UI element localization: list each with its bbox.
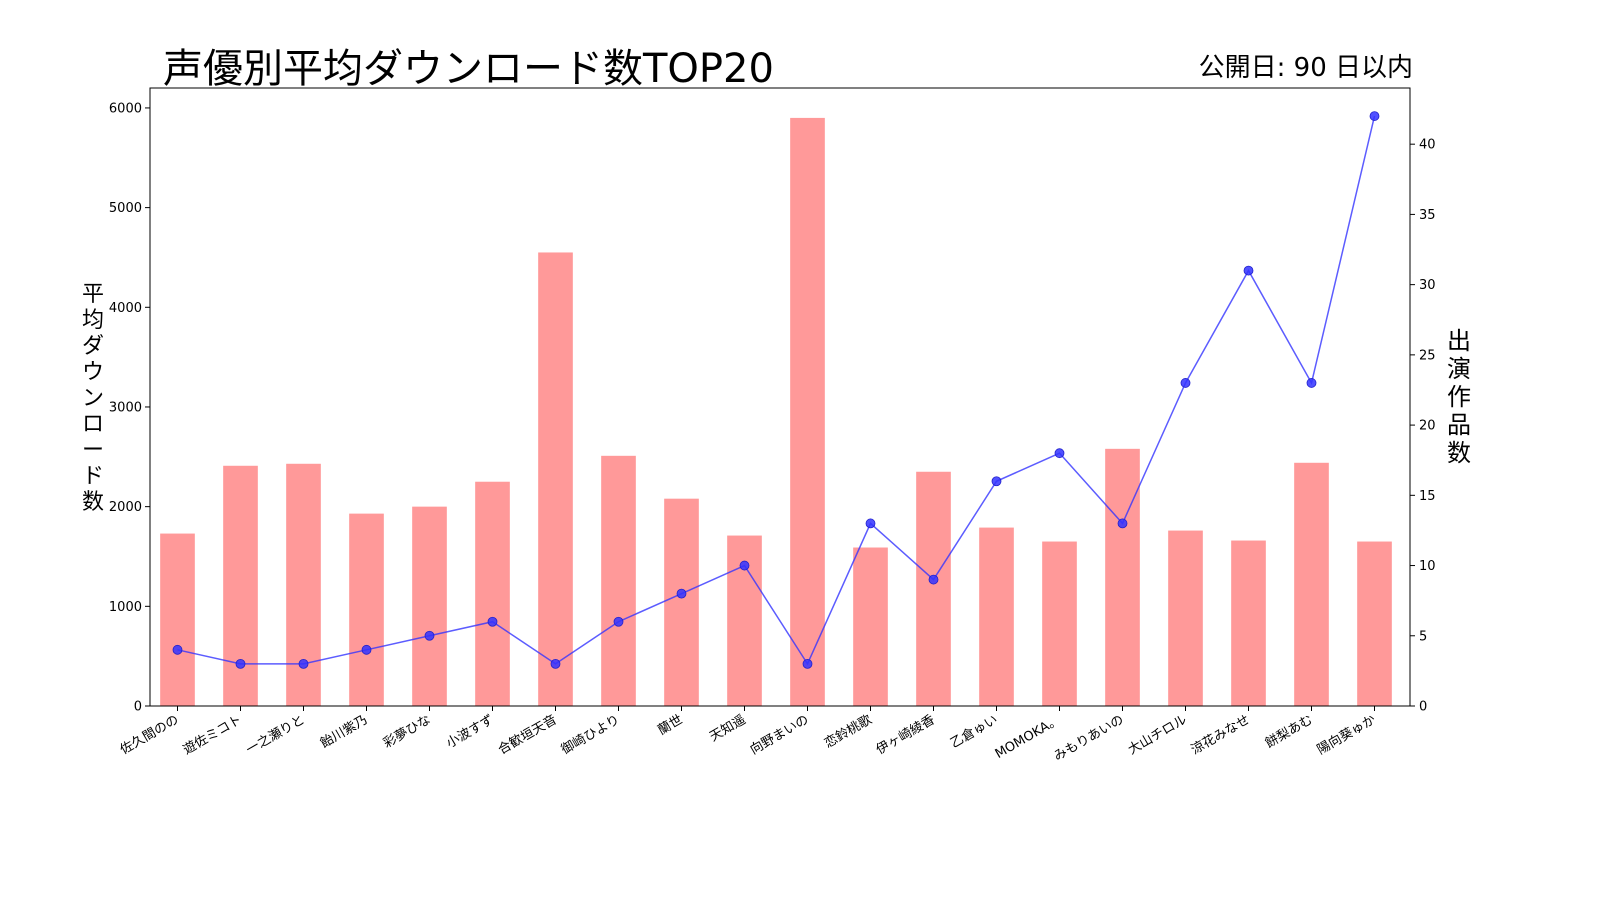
line-point	[550, 658, 561, 669]
left-tick-label: 5000	[109, 201, 142, 216]
x-tick-label: 伊ヶ崎綾香	[873, 712, 937, 758]
right-tick-label: 20	[1419, 419, 1436, 434]
bar	[538, 252, 573, 706]
x-tick-label: 佐久間のの	[118, 712, 182, 757]
left-tick-label: 4000	[109, 301, 142, 316]
x-tick-label: 彩夢ひな	[381, 712, 434, 751]
line-point	[235, 658, 246, 669]
x-tick-label: 向野まいの	[747, 712, 811, 758]
bar	[790, 117, 825, 707]
left-tick-label: 6000	[109, 101, 142, 116]
line-point	[739, 560, 750, 571]
line-point	[865, 518, 876, 529]
bar	[916, 471, 951, 706]
line-point	[1054, 448, 1065, 459]
y-axis-label-char: ロ	[82, 412, 104, 437]
x-tick-label: 大山チロル	[1126, 712, 1190, 757]
y2-axis-label-char: 演	[1447, 355, 1471, 383]
y-axis-label-char: 平	[82, 282, 104, 307]
y2-axis-label-char: 出	[1447, 327, 1471, 355]
line-point	[424, 630, 435, 641]
bar	[979, 527, 1014, 706]
x-tick-label: 御崎ひより	[559, 712, 623, 757]
x-tick-label: 餅梨あむ	[1263, 712, 1316, 751]
line-point	[1306, 378, 1317, 388]
right-tick-label: 35	[1419, 208, 1436, 223]
line-series	[172, 111, 1380, 669]
x-tick-label: 乙倉ゅい	[948, 712, 1001, 751]
x-tick-label: 涼花みなせ	[1188, 712, 1252, 758]
y-axis-label-char: ン	[82, 386, 104, 411]
plot-frame	[149, 87, 1411, 707]
left-tick-label: 2000	[109, 500, 142, 515]
line-point	[1243, 265, 1254, 276]
left-tick-label: 1000	[109, 600, 142, 615]
line-point	[487, 616, 498, 627]
line-point	[172, 644, 183, 655]
line-point	[1369, 111, 1380, 121]
x-tick-label: 遊佐ミコト	[181, 712, 245, 757]
right-tick-label: 25	[1419, 348, 1436, 363]
y-axis-label-char: ウ	[82, 360, 104, 385]
x-tick-label: 小波すず	[444, 712, 497, 751]
y2-axis-label-char: 数	[1447, 439, 1471, 467]
line-point	[928, 574, 939, 585]
x-tick-label: 恋鈴桃歌	[821, 712, 874, 752]
line-path	[177, 115, 1376, 666]
right-tick-label: 40	[1419, 138, 1436, 153]
bar	[475, 481, 510, 706]
right-tick-label: 5	[1419, 629, 1427, 644]
left-tick-label: 3000	[109, 400, 142, 415]
bar	[412, 506, 447, 706]
bar	[223, 465, 258, 706]
x-tick-label: 一之瀬りと	[244, 712, 308, 757]
right-tick-label: 10	[1419, 559, 1436, 574]
bar	[601, 455, 636, 706]
bar	[1294, 462, 1329, 706]
bar	[286, 463, 321, 706]
x-tick-label: 飴川紫乃	[318, 712, 371, 751]
chart-subtitle: 公開日: 90 日以内	[1198, 53, 1413, 83]
bar	[1105, 448, 1140, 706]
line-point	[1180, 378, 1191, 388]
y-axis-label-char: ダ	[82, 334, 104, 359]
y2-axis-label-char: 作	[1447, 383, 1471, 411]
y-axis-label-char: ー	[82, 438, 104, 463]
bar	[1231, 540, 1266, 706]
line-point	[676, 588, 687, 599]
bar	[160, 533, 195, 706]
bar	[853, 547, 888, 706]
y2-axis-label-char: 品	[1447, 411, 1471, 439]
y-axis-label-char: ド	[82, 464, 104, 489]
right-tick-label: 15	[1419, 489, 1436, 504]
line-point	[361, 644, 372, 655]
line-point	[613, 616, 624, 627]
line-point	[802, 658, 813, 669]
line-point	[298, 658, 309, 669]
x-tick-label: 蘭世	[655, 712, 686, 739]
right-tick-label: 0	[1419, 700, 1427, 715]
line-point	[1117, 518, 1128, 529]
bar	[664, 498, 699, 706]
y-axis-label-char: 数	[82, 490, 104, 515]
bar	[1042, 541, 1077, 706]
bar-series	[160, 117, 1392, 707]
x-tick-label: 陽向葵ゅか	[1314, 712, 1378, 758]
right-tick-label: 30	[1419, 278, 1436, 293]
x-tick-label: 天知遥	[707, 712, 749, 745]
x-tick-label: 合歓垣天音	[495, 712, 559, 758]
line-point	[991, 476, 1002, 487]
x-tick-label: みもりあいの	[1051, 712, 1126, 764]
chart-title: 声優別平均ダウンロード数TOP20	[163, 46, 774, 92]
bar	[349, 513, 384, 706]
y-axis-label-char: 均	[82, 308, 104, 333]
left-tick-label: 0	[134, 700, 142, 715]
bar	[1357, 541, 1392, 706]
bar	[1168, 530, 1203, 706]
